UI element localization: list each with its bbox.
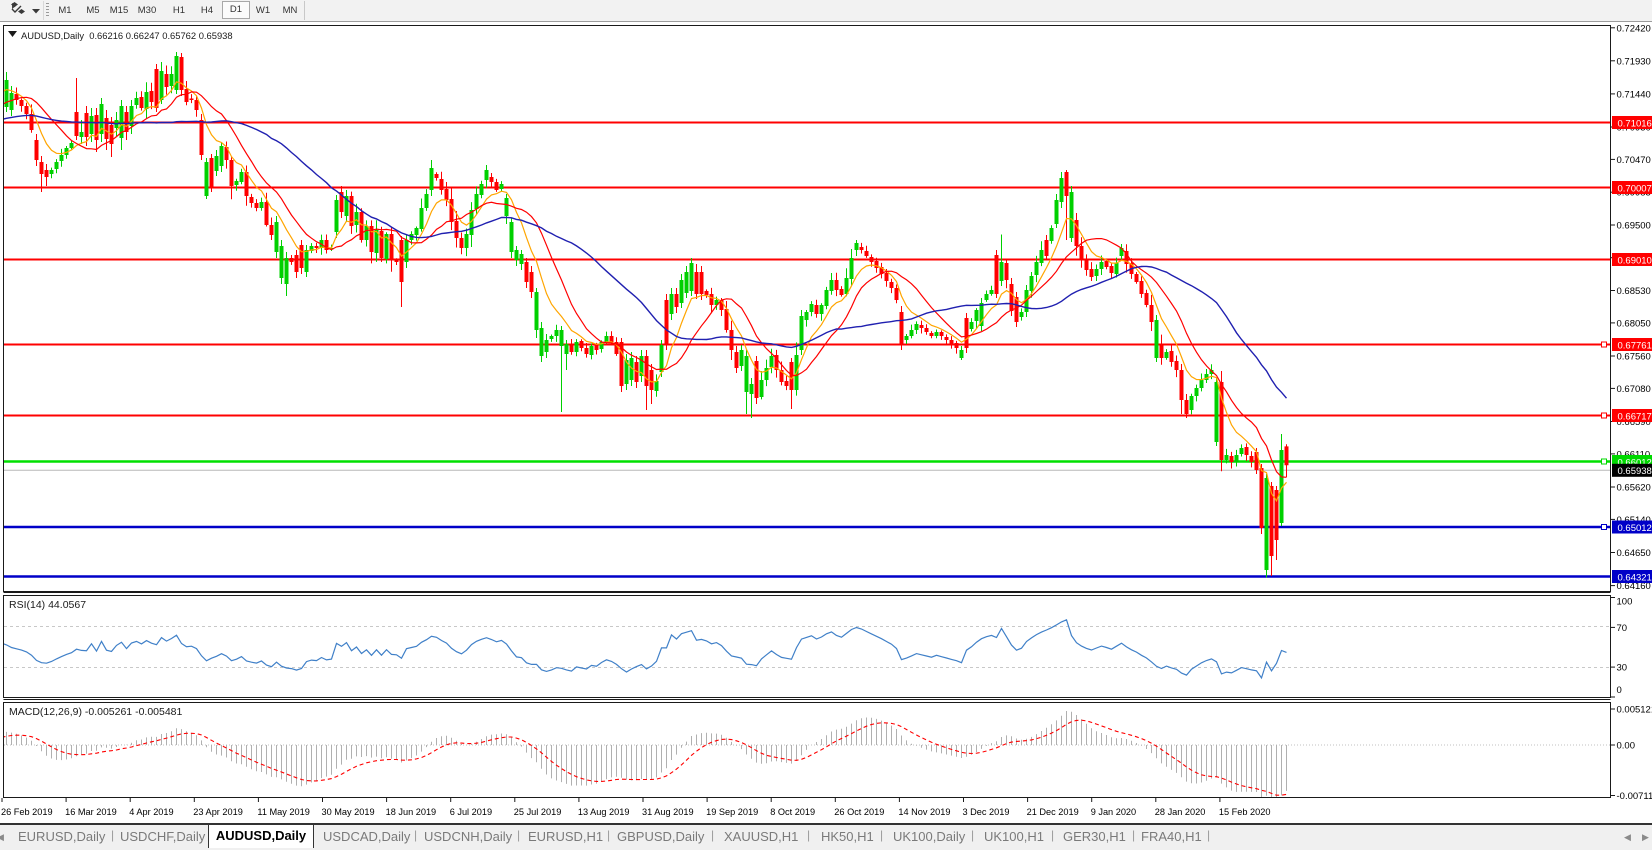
svg-text:0.71440: 0.71440 bbox=[1617, 89, 1651, 100]
svg-text:0.67080: 0.67080 bbox=[1617, 384, 1651, 395]
svg-text:RSI(14) 44.0567: RSI(14) 44.0567 bbox=[9, 599, 86, 611]
svg-text:30: 30 bbox=[1617, 663, 1628, 674]
svg-text:15 Feb 2020: 15 Feb 2020 bbox=[1219, 807, 1271, 817]
svg-text:0.68050: 0.68050 bbox=[1617, 318, 1651, 329]
svg-text:13 Aug 2019: 13 Aug 2019 bbox=[578, 807, 630, 817]
svg-text:16 Mar 2019: 16 Mar 2019 bbox=[65, 807, 117, 817]
svg-text:3 Dec 2019: 3 Dec 2019 bbox=[963, 807, 1010, 817]
svg-text:0.67761: 0.67761 bbox=[1618, 340, 1652, 351]
svg-text:70: 70 bbox=[1617, 623, 1628, 634]
svg-text:0.64160: 0.64160 bbox=[1617, 581, 1651, 592]
svg-text:-0.00711: -0.00711 bbox=[1617, 791, 1652, 802]
svg-text:0.66012: 0.66012 bbox=[1618, 457, 1652, 468]
svg-text:28 Jan 2020: 28 Jan 2020 bbox=[1155, 807, 1206, 817]
svg-text:0.65620: 0.65620 bbox=[1617, 483, 1651, 494]
svg-text:25 Jul 2019: 25 Jul 2019 bbox=[514, 807, 562, 817]
svg-text:0.66110: 0.66110 bbox=[1617, 449, 1651, 460]
svg-text:0.70007: 0.70007 bbox=[1618, 183, 1652, 194]
svg-text:0.64321: 0.64321 bbox=[1618, 572, 1652, 583]
svg-text:30 May 2019: 30 May 2019 bbox=[322, 807, 375, 817]
svg-text:18 Jun 2019: 18 Jun 2019 bbox=[386, 807, 437, 817]
svg-text:9 Jan 2020: 9 Jan 2020 bbox=[1091, 807, 1136, 817]
svg-text:26 Feb 2019: 26 Feb 2019 bbox=[1, 807, 53, 817]
svg-text:0.71016: 0.71016 bbox=[1618, 118, 1652, 129]
svg-text:26 Oct 2019: 26 Oct 2019 bbox=[834, 807, 884, 817]
svg-text:6 Jul 2019: 6 Jul 2019 bbox=[450, 807, 492, 817]
svg-text:AUDUSD,Daily 0.66216 0.66247: AUDUSD,Daily 0.66216 0.66247 0.65762 0.6… bbox=[21, 30, 233, 41]
svg-text:0.64650: 0.64650 bbox=[1617, 548, 1651, 559]
svg-text:11 May 2019: 11 May 2019 bbox=[257, 807, 309, 817]
svg-text:0.65140: 0.65140 bbox=[1617, 515, 1651, 526]
svg-text:0.005121: 0.005121 bbox=[1617, 705, 1652, 716]
svg-text:0: 0 bbox=[1617, 685, 1622, 696]
svg-text:4 Apr 2019: 4 Apr 2019 bbox=[129, 807, 173, 817]
svg-text:0.70470: 0.70470 bbox=[1617, 155, 1651, 166]
svg-text:14 Nov 2019: 14 Nov 2019 bbox=[898, 807, 950, 817]
svg-text:100: 100 bbox=[1617, 597, 1633, 608]
svg-text:31 Aug 2019: 31 Aug 2019 bbox=[642, 807, 694, 817]
svg-text:0.68530: 0.68530 bbox=[1617, 286, 1651, 297]
svg-text:0.65012: 0.65012 bbox=[1618, 523, 1652, 534]
svg-text:0.66717: 0.66717 bbox=[1618, 411, 1652, 422]
svg-text:0.69500: 0.69500 bbox=[1617, 221, 1651, 232]
svg-text:0.69010: 0.69010 bbox=[1618, 255, 1652, 266]
svg-text:0.00: 0.00 bbox=[1617, 741, 1636, 752]
svg-text:0.67560: 0.67560 bbox=[1617, 352, 1651, 363]
svg-text:23 Apr 2019: 23 Apr 2019 bbox=[193, 807, 243, 817]
svg-text:8 Oct 2019: 8 Oct 2019 bbox=[770, 807, 815, 817]
svg-text:19 Sep 2019: 19 Sep 2019 bbox=[706, 807, 758, 817]
svg-text:0.65938: 0.65938 bbox=[1618, 466, 1652, 477]
svg-text:0.72420: 0.72420 bbox=[1617, 23, 1651, 34]
svg-text:MACD(12,26,9) -0.005261 -0.005: MACD(12,26,9) -0.005261 -0.005481 bbox=[9, 706, 183, 718]
svg-text:0.71930: 0.71930 bbox=[1617, 56, 1651, 67]
svg-text:0.66590: 0.66590 bbox=[1617, 417, 1651, 428]
svg-text:21 Dec 2019: 21 Dec 2019 bbox=[1027, 807, 1079, 817]
